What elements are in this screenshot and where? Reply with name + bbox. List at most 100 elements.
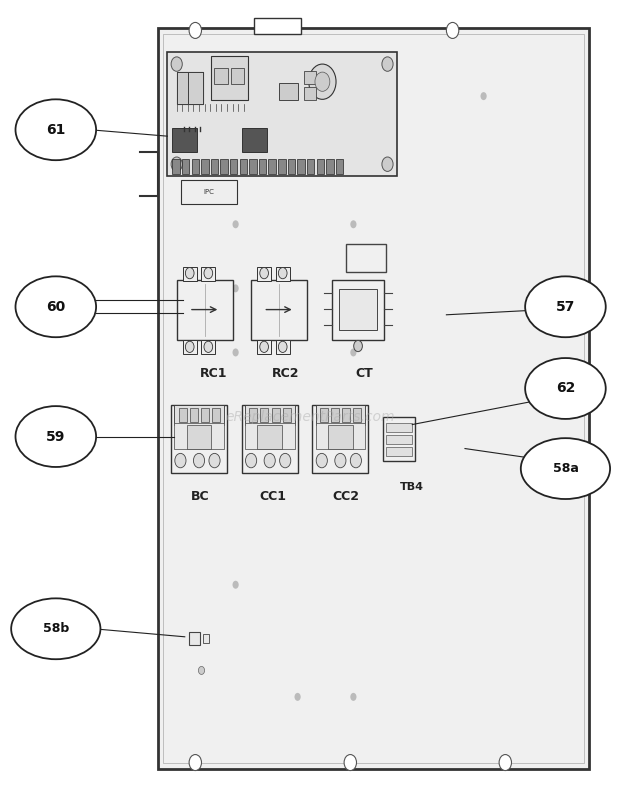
Circle shape — [350, 348, 356, 356]
Text: 60: 60 — [46, 300, 66, 314]
Ellipse shape — [525, 276, 606, 337]
Circle shape — [232, 284, 239, 292]
Circle shape — [350, 220, 356, 228]
Bar — [245, 423, 294, 449]
Bar — [257, 425, 282, 449]
Ellipse shape — [16, 406, 96, 467]
Text: 61: 61 — [46, 123, 66, 137]
Circle shape — [185, 268, 194, 279]
Bar — [189, 632, 200, 645]
Bar — [386, 435, 412, 444]
Bar — [174, 423, 224, 449]
Bar — [202, 340, 215, 354]
Bar — [177, 72, 203, 104]
Bar — [251, 280, 307, 340]
Bar — [202, 159, 209, 174]
Bar — [202, 267, 215, 281]
Bar — [346, 244, 386, 272]
Bar — [279, 83, 298, 100]
Circle shape — [198, 666, 205, 674]
Bar — [211, 56, 248, 100]
Bar — [187, 425, 211, 449]
Bar — [182, 159, 190, 174]
Circle shape — [260, 268, 268, 279]
Bar — [174, 405, 224, 425]
Bar — [201, 408, 209, 422]
Circle shape — [278, 268, 287, 279]
Bar — [254, 18, 301, 34]
Ellipse shape — [16, 276, 96, 337]
Text: 62: 62 — [556, 381, 575, 396]
Bar — [221, 159, 228, 174]
Bar — [383, 417, 415, 461]
Circle shape — [185, 341, 194, 352]
Bar — [212, 408, 220, 422]
Bar — [242, 128, 267, 152]
Bar — [179, 408, 187, 422]
Circle shape — [344, 755, 356, 771]
Bar — [181, 180, 237, 204]
Bar — [230, 159, 237, 174]
Bar — [167, 52, 397, 176]
Circle shape — [294, 693, 301, 701]
Bar — [317, 159, 324, 174]
Bar — [260, 408, 268, 422]
Bar — [259, 159, 267, 174]
Circle shape — [278, 341, 287, 352]
Bar — [172, 128, 197, 152]
Circle shape — [260, 341, 268, 352]
Bar — [240, 159, 247, 174]
Text: CC2: CC2 — [332, 490, 360, 503]
Bar — [211, 159, 218, 174]
Bar — [278, 159, 286, 174]
Bar — [231, 68, 244, 84]
Bar — [214, 68, 228, 84]
Bar — [249, 408, 257, 422]
Circle shape — [446, 22, 459, 38]
Circle shape — [335, 453, 346, 468]
Text: 59: 59 — [46, 429, 66, 444]
Circle shape — [280, 453, 291, 468]
Circle shape — [204, 268, 213, 279]
Circle shape — [316, 453, 327, 468]
Circle shape — [171, 57, 182, 71]
Circle shape — [350, 453, 361, 468]
Ellipse shape — [11, 598, 100, 659]
Bar — [140, 152, 158, 196]
Bar — [190, 408, 198, 422]
Circle shape — [353, 340, 362, 352]
Text: CT: CT — [356, 367, 373, 380]
Bar — [316, 423, 365, 449]
Bar — [268, 159, 276, 174]
Ellipse shape — [525, 358, 606, 419]
Bar — [183, 267, 197, 281]
Circle shape — [204, 341, 213, 352]
Bar — [304, 87, 316, 100]
Bar — [288, 159, 295, 174]
Circle shape — [232, 581, 239, 589]
Circle shape — [350, 693, 356, 701]
Circle shape — [350, 284, 356, 292]
Bar — [158, 28, 589, 769]
Bar — [257, 340, 271, 354]
Circle shape — [382, 57, 393, 71]
Circle shape — [309, 64, 336, 99]
Bar — [326, 159, 334, 174]
Ellipse shape — [521, 438, 610, 499]
Circle shape — [209, 453, 220, 468]
Circle shape — [193, 453, 205, 468]
Circle shape — [480, 92, 487, 100]
Circle shape — [381, 92, 388, 100]
Text: RC2: RC2 — [272, 367, 299, 380]
Bar — [386, 423, 412, 432]
Bar — [272, 408, 280, 422]
Text: CC1: CC1 — [259, 490, 286, 503]
Bar — [316, 405, 365, 425]
Bar — [192, 159, 199, 174]
Bar — [328, 425, 353, 449]
Bar — [336, 159, 343, 174]
Bar — [283, 408, 291, 422]
Circle shape — [171, 157, 182, 171]
Circle shape — [264, 453, 275, 468]
Circle shape — [175, 453, 186, 468]
